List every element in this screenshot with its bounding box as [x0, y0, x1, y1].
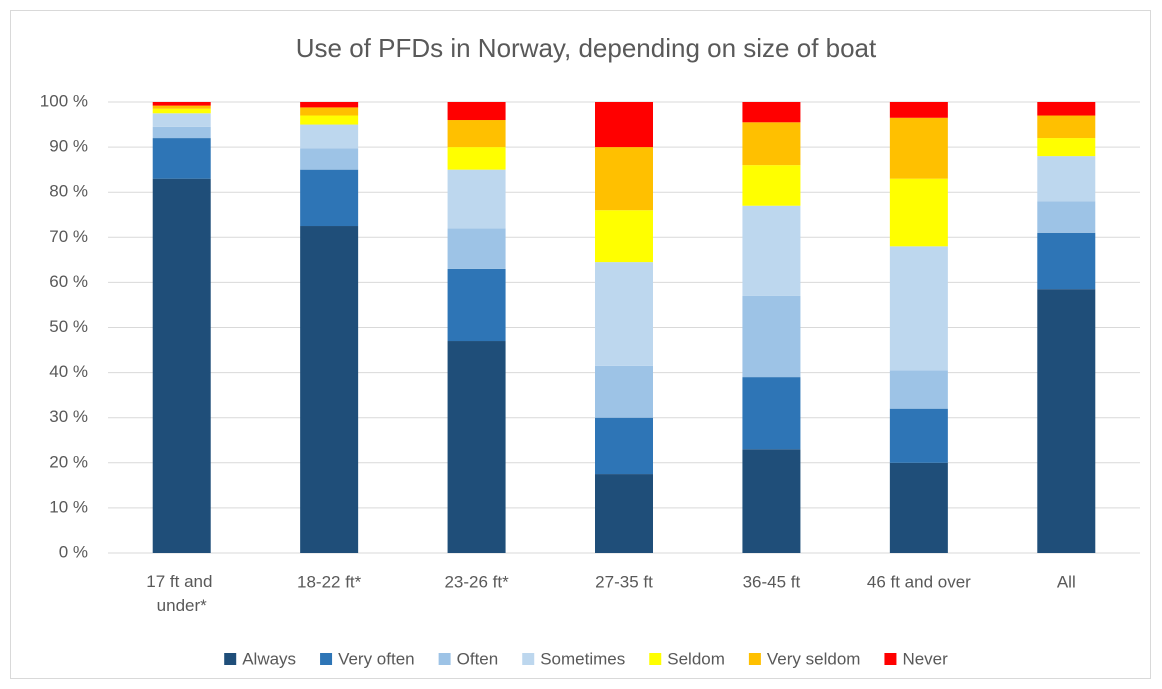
x-tick-label: All [1057, 572, 1076, 591]
y-tick-label: 20 % [49, 452, 88, 471]
legend-label: Never [902, 649, 948, 668]
x-tick-line: 17 ft and [146, 572, 217, 591]
y-tick-label: 40 % [49, 362, 88, 381]
bar-segment [1037, 138, 1096, 157]
legend-label: Sometimes [540, 649, 625, 668]
bar-segment [152, 126, 211, 139]
y-tick-label: 70 % [49, 227, 88, 246]
legend-swatch [224, 653, 237, 665]
bar-segment [447, 268, 506, 342]
bar-segment [152, 113, 211, 127]
bar-segment [447, 120, 506, 148]
bar-segment [152, 108, 211, 114]
bar-segment [447, 341, 506, 553]
bar-segment [1037, 156, 1096, 202]
legend-swatch [649, 653, 662, 665]
chart-title: Use of PFDs in Norway, depending on size… [296, 33, 877, 63]
bar-segment [742, 165, 801, 206]
legend-label: Seldom [667, 649, 725, 668]
bar-segment [300, 102, 359, 108]
bar-segment [300, 115, 359, 125]
y-tick-label: 100 % [40, 91, 88, 110]
y-tick-label: 60 % [49, 272, 88, 291]
bar-segment [152, 105, 211, 109]
legend-label: Always [242, 649, 296, 668]
bar-segment [742, 449, 801, 553]
bar-segment [152, 102, 211, 106]
bar-segment [889, 102, 948, 118]
y-tick-label: 0 % [59, 542, 88, 561]
legend-label: Often [457, 649, 499, 668]
legend-label: Very seldom [767, 649, 861, 668]
bar-segment [889, 370, 948, 409]
bar-segment [595, 365, 653, 418]
bar-segment [595, 474, 653, 553]
bar-segment [742, 205, 801, 296]
legend-label: Very often [338, 649, 415, 668]
bar-segment [447, 147, 506, 170]
bar-segment [595, 210, 653, 263]
bar-segment [152, 138, 211, 179]
bar-segment [742, 377, 801, 450]
x-tick-label: 23-26 ft* [444, 572, 509, 591]
bar-segment [889, 178, 948, 247]
legend-swatch [522, 653, 535, 665]
bar-segment [300, 148, 359, 170]
bar-segment [595, 262, 653, 366]
bar-segment [447, 102, 506, 121]
y-tick-label: 30 % [49, 407, 88, 426]
bar-segment [300, 107, 359, 116]
bar-segment [595, 417, 653, 475]
legend-swatch [748, 653, 761, 665]
x-tick-label: 46 ft and over [867, 572, 971, 591]
bar-segment [595, 102, 653, 148]
bar-segment [889, 408, 948, 463]
bar-segment [889, 117, 948, 179]
bar-segment [447, 228, 506, 269]
bar-segment [889, 462, 948, 553]
x-tick-label: 18-22 ft* [297, 572, 362, 591]
x-tick-label: 36-45 ft [743, 572, 801, 591]
y-tick-label: 50 % [49, 317, 88, 336]
bar-segment [1037, 201, 1096, 233]
bar-segment [742, 295, 801, 378]
bar-segment [300, 226, 359, 553]
bar-segment [1037, 102, 1096, 116]
x-tick-label: 27-35 ft [595, 572, 653, 591]
bar-segment [742, 102, 801, 123]
x-tick-line: under* [157, 596, 207, 615]
bar-segment [300, 124, 359, 149]
bar-segment [300, 169, 359, 227]
y-tick-label: 10 % [49, 497, 88, 516]
y-tick-label: 80 % [49, 182, 88, 201]
bar-segment [152, 178, 211, 554]
bar-segment [595, 147, 653, 211]
x-tick-label: 17 ft and under* [146, 572, 217, 615]
bar-segment [1037, 289, 1096, 553]
legend-swatch [884, 653, 897, 665]
bar-segment [889, 246, 948, 371]
y-tick-label: 90 % [49, 137, 88, 156]
bar-segment [1037, 232, 1096, 290]
legend-swatch [320, 653, 333, 665]
legend-swatch [438, 653, 451, 665]
bar-segment [742, 122, 801, 166]
bar-segment [447, 169, 506, 229]
bar-segment [1037, 115, 1096, 139]
